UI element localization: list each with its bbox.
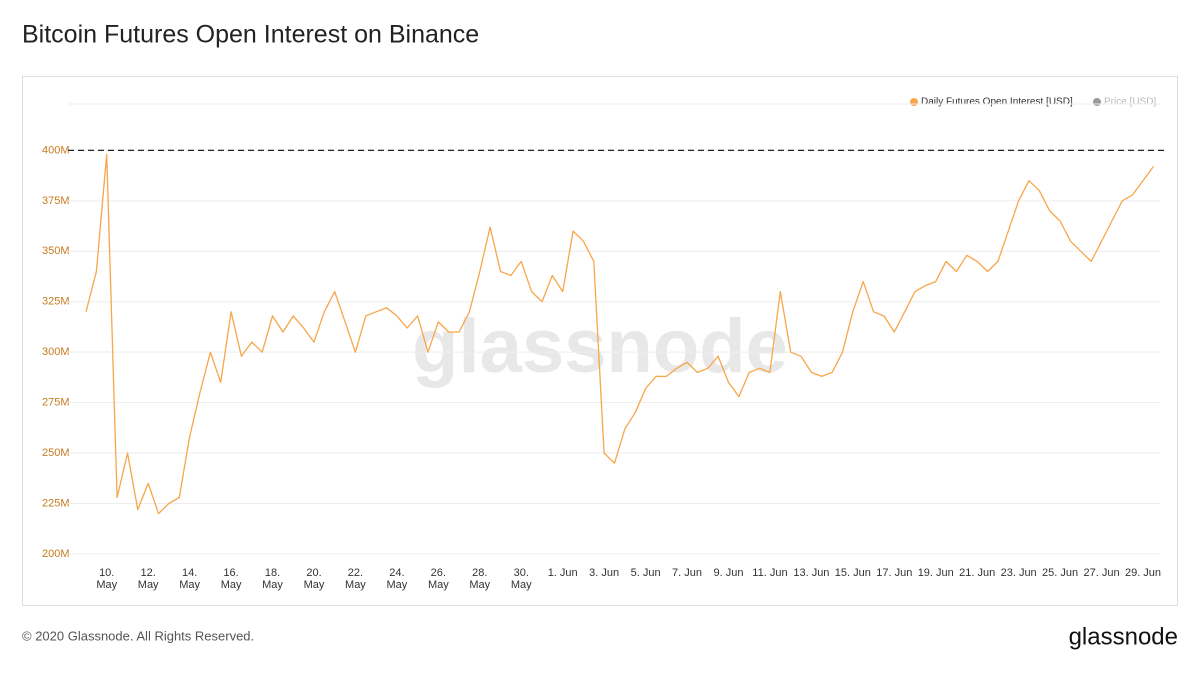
x-tick-label: 26. May: [428, 567, 449, 591]
x-tick-label: 13. Jun: [793, 567, 829, 579]
x-tick-label: 14. May: [179, 567, 200, 591]
x-tick-label: 22. May: [345, 567, 366, 591]
legend-marker: [910, 98, 918, 106]
legend-marker: [1093, 98, 1101, 106]
y-tick-label: 200M: [42, 548, 70, 560]
x-tick-label: 9. Jun: [714, 567, 744, 579]
x-tick-label: 3. Jun: [589, 567, 619, 579]
x-tick-label: 23. Jun: [1001, 567, 1037, 579]
x-tick-label: 15. Jun: [835, 567, 871, 579]
x-tick-label: 7. Jun: [672, 567, 702, 579]
x-tick-label: 5. Jun: [631, 567, 661, 579]
y-tick-label: 275M: [42, 397, 70, 409]
x-tick-label: 12. May: [138, 567, 159, 591]
y-tick-label: 400M: [42, 144, 70, 156]
line-series: [85, 153, 1154, 515]
logo: glassnode: [1069, 623, 1178, 650]
chart-title: Bitcoin Futures Open Interest on Binance: [22, 21, 479, 49]
x-tick-label: 10. May: [96, 567, 117, 591]
copyright: © 2020 Glassnode. All Rights Reserved.: [22, 628, 254, 643]
x-tick-label: 1. Jun: [548, 567, 578, 579]
x-tick-label: 16. May: [221, 567, 242, 591]
y-tick-label: 375M: [42, 195, 70, 207]
x-tick-label: 29. Jun: [1125, 567, 1161, 579]
y-tick-label: 225M: [42, 497, 70, 509]
y-tick-label: 300M: [42, 346, 70, 358]
x-tick-label: 20. May: [304, 567, 325, 591]
x-tick-label: 28. May: [469, 567, 490, 591]
chart-frame: [22, 76, 1178, 606]
legend: Daily Futures Open Interest [USD] Price …: [910, 97, 1156, 108]
x-tick-label: 21. Jun: [959, 567, 995, 579]
y-tick-label: 250M: [42, 447, 70, 459]
y-tick-label: 325M: [42, 296, 70, 308]
x-tick-label: 30. May: [511, 567, 532, 591]
x-tick-label: 18. May: [262, 567, 283, 591]
x-tick-label: 17. Jun: [876, 567, 912, 579]
x-tick-label: 24. May: [386, 567, 407, 591]
y-tick-label: 350M: [42, 245, 70, 257]
x-tick-label: 27. Jun: [1084, 567, 1120, 579]
x-tick-label: 19. Jun: [918, 567, 954, 579]
x-tick-label: 11. Jun: [752, 567, 787, 579]
legend-label[interactable]: Daily Futures Open Interest [USD]: [921, 97, 1073, 108]
x-tick-label: 25. Jun: [1042, 567, 1078, 579]
legend-label[interactable]: Price [USD]: [1104, 97, 1156, 108]
